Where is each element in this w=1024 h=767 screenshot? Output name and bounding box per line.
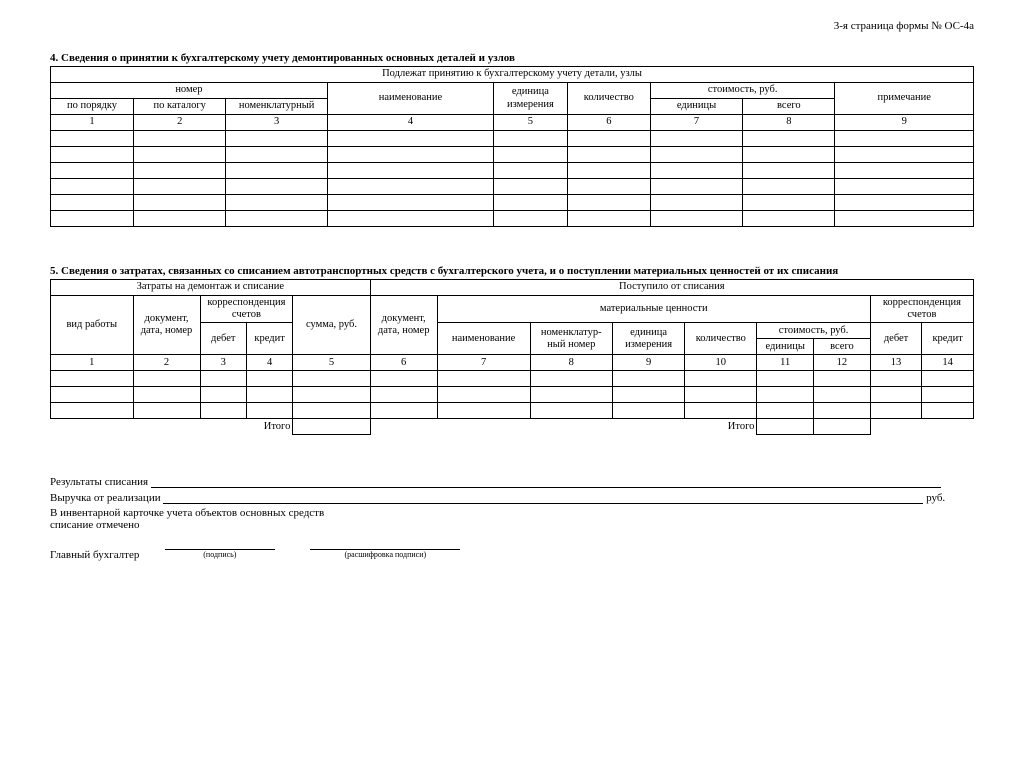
glavbukh-label: Главный бухгалтер bbox=[50, 549, 139, 561]
s4-h-vsego: всего bbox=[743, 99, 835, 115]
table-row bbox=[51, 131, 974, 147]
s5-h-summa: сумма, руб. bbox=[293, 296, 370, 355]
s5-colnums: 1 2 3 4 5 6 7 8 9 10 11 12 13 14 bbox=[51, 355, 974, 371]
s4-h-nomer: номер bbox=[51, 83, 328, 99]
s5-h-debet1: дебет bbox=[200, 323, 246, 355]
rub-label: руб. bbox=[926, 492, 945, 504]
s4-h-poporyadku: по порядку bbox=[51, 99, 134, 115]
s5-itogo1: Итого bbox=[246, 419, 292, 435]
s4-h-edinitsy: единицы bbox=[650, 99, 742, 115]
s5-h-nomenklat: номенклатур-ный номер bbox=[530, 323, 613, 355]
s5-h-kredit2: кредит bbox=[922, 323, 974, 355]
s4-h-naimenovanie: наименование bbox=[327, 83, 493, 115]
rezultaty-label: Результаты списания bbox=[50, 476, 148, 488]
page-header: 3-я страница формы № ОС-4а bbox=[50, 20, 974, 32]
s4-h-kolichestvo: количество bbox=[567, 83, 650, 115]
vyruchka-label: Выручка от реализации bbox=[50, 492, 161, 504]
s5-h-vsego: всего bbox=[814, 339, 871, 355]
s4-top-header: Подлежат принятию к бухгалтерскому учету… bbox=[51, 67, 974, 83]
table-row bbox=[51, 163, 974, 179]
table-row bbox=[51, 403, 974, 419]
s5-h-dokument2: документ, дата, номер bbox=[370, 296, 437, 355]
s4-h-nomenklaturny: номенклатурный bbox=[226, 99, 328, 115]
section4-title: 4. Сведения о принятии к бухгалтерскому … bbox=[50, 52, 974, 64]
table-row bbox=[51, 179, 974, 195]
table-row bbox=[51, 371, 974, 387]
table-row bbox=[51, 211, 974, 227]
s5-h-edinitsa: единица измерения bbox=[613, 323, 685, 355]
s5-h-dokument1: документ, дата, номер bbox=[133, 296, 200, 355]
footer-block: Результаты списания Выручка от реализаци… bbox=[50, 475, 974, 561]
s5-h-matcennosti: материальные ценности bbox=[437, 296, 870, 323]
section5-table: Затраты на демонтаж и списание Поступило… bbox=[50, 279, 974, 435]
table-row bbox=[51, 195, 974, 211]
s5-itogo2: Итого bbox=[685, 419, 757, 435]
s4-h-stoimost: стоимость, руб. bbox=[650, 83, 835, 99]
s5-h-postupilo: Поступило от списания bbox=[370, 280, 973, 296]
s4-h-edinitsa: единица измерения bbox=[494, 83, 568, 115]
section4-table: Подлежат принятию к бухгалтерскому учету… bbox=[50, 66, 974, 227]
s5-h-stoimost: стоимость, руб. bbox=[757, 323, 870, 339]
s5-h-edinitsy: единицы bbox=[757, 339, 814, 355]
s4-h-primechanie: примечание bbox=[835, 83, 974, 115]
podpis-label: (подпись) bbox=[165, 549, 275, 559]
s5-h-kolichestvo: количество bbox=[685, 323, 757, 355]
section5-title: 5. Сведения о затратах, связанных со спи… bbox=[50, 265, 974, 277]
vkartochke-line1: В инвентарной карточке учета объектов ос… bbox=[50, 507, 974, 519]
vkartochke-line2: списание отмечено bbox=[50, 519, 974, 531]
table-row bbox=[51, 387, 974, 403]
s5-h-naimenovanie: наименование bbox=[437, 323, 530, 355]
s5-h-korresp1: корреспонденция счетов bbox=[200, 296, 293, 323]
s5-itogo-row: Итого Итого bbox=[51, 419, 974, 435]
s5-h-debet2: дебет bbox=[870, 323, 922, 355]
s5-h-zatraty: Затраты на демонтаж и списание bbox=[51, 280, 371, 296]
s4-h-pokatalogu: по каталогу bbox=[134, 99, 226, 115]
table-row bbox=[51, 147, 974, 163]
s5-h-vidraboty: вид работы bbox=[51, 296, 134, 355]
s5-h-korresp2: корреспонденция счетов bbox=[870, 296, 973, 323]
s5-h-kredit1: кредит bbox=[246, 323, 292, 355]
rasshifrovka-label: (расшифровка подписи) bbox=[310, 549, 460, 559]
s4-colnums: 1 2 3 4 5 6 7 8 9 bbox=[51, 115, 974, 131]
